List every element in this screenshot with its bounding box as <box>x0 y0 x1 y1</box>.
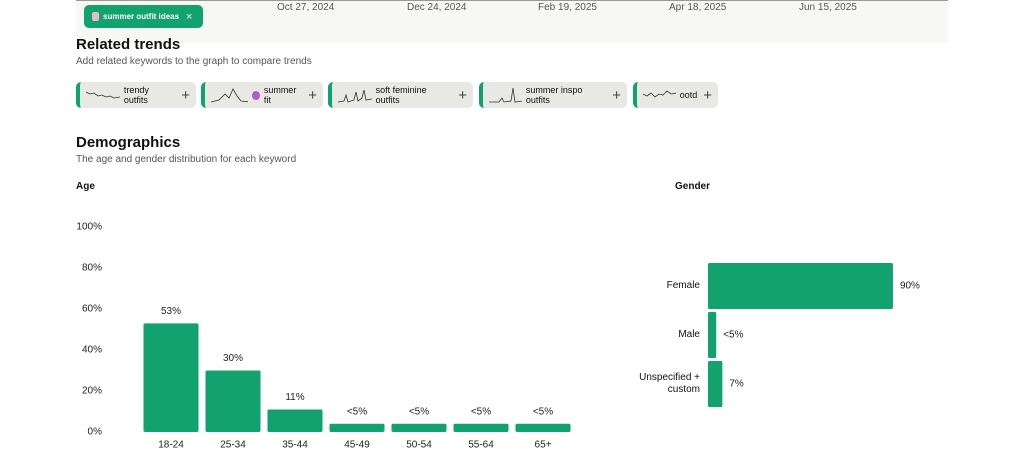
avatar <box>251 90 260 100</box>
bar <box>515 423 571 432</box>
y-tick-label: Male <box>678 329 700 340</box>
value-label: <5% <box>533 406 553 417</box>
y-tick-label: Unspecified + custom <box>639 372 700 395</box>
bar <box>708 361 723 407</box>
y-tick-label: Female <box>666 280 700 291</box>
keyword-icon <box>92 12 99 21</box>
trend-chip[interactable]: trendy outfits + <box>76 82 196 108</box>
chip-label: summer inspo outfits <box>525 85 583 105</box>
timeline-date: Feb 19, 2025 <box>538 2 597 13</box>
add-icon[interactable]: + <box>612 86 621 104</box>
chip-label: ootd <box>679 90 698 100</box>
trend-chip[interactable]: summer inspo outfits + <box>479 82 627 108</box>
bar <box>267 409 323 432</box>
add-icon[interactable]: + <box>703 86 712 104</box>
remove-icon[interactable]: × <box>186 10 193 23</box>
x-tick-label: 55-64 <box>468 440 494 451</box>
y-tick-label: 60% <box>82 304 102 315</box>
x-tick-label: 18-24 <box>158 440 184 451</box>
y-tick-label: 0% <box>88 427 103 438</box>
bar <box>391 423 447 432</box>
value-label: 90% <box>900 281 920 292</box>
add-icon[interactable]: + <box>308 86 317 104</box>
timeline-panel <box>76 0 948 43</box>
trend-chip[interactable]: ootd + <box>633 82 718 108</box>
bar <box>329 423 385 432</box>
value-label: <5% <box>471 406 491 417</box>
sparkline <box>338 89 372 103</box>
x-tick-label: 65+ <box>535 440 552 451</box>
chart-title: Age <box>76 181 95 192</box>
trend-chip[interactable]: soft feminine outfits + <box>328 82 473 108</box>
y-tick-label: 100% <box>76 222 102 233</box>
section-title: Related trends <box>76 36 181 53</box>
chip-label: summer fit <box>263 85 297 105</box>
timeline-date: Dec 24, 2024 <box>407 2 467 13</box>
x-tick-label: 35-44 <box>282 440 308 451</box>
chip-label: trendy outfits <box>123 85 149 105</box>
keyword-label: summer outfit ideas <box>103 12 180 21</box>
sparkline <box>489 87 522 103</box>
value-label: <5% <box>347 406 367 417</box>
section-subtitle: Add related keywords to the graph to com… <box>76 56 312 67</box>
y-tick-label: 20% <box>82 386 102 397</box>
sparkline <box>86 91 120 99</box>
value-label: 53% <box>161 306 181 317</box>
bar <box>143 323 199 432</box>
keyword-chip[interactable]: summer outfit ideas × <box>84 5 203 28</box>
trend-chip[interactable]: summer fit + <box>201 82 323 108</box>
section-subtitle: The age and gender distribution for each… <box>76 154 297 165</box>
timeline-date: Jun 15, 2025 <box>799 2 857 13</box>
x-tick-label: 25-34 <box>220 440 246 451</box>
value-label: 7% <box>729 379 744 390</box>
chip-label: soft feminine outfits <box>375 85 427 105</box>
add-icon[interactable]: + <box>458 86 467 104</box>
y-tick-label: 40% <box>82 345 102 356</box>
value-label: 30% <box>223 353 243 364</box>
bar <box>708 263 893 309</box>
y-tick-label: 80% <box>82 263 102 274</box>
bar <box>453 423 509 432</box>
value-label: <5% <box>723 330 743 341</box>
sparkline <box>211 88 248 103</box>
sparkline <box>643 90 676 98</box>
value-label: 11% <box>285 392 304 403</box>
x-tick-label: 50-54 <box>406 440 432 451</box>
add-icon[interactable]: + <box>181 86 190 104</box>
x-tick-label: 45-49 <box>344 440 370 451</box>
timeline-date: Oct 27, 2024 <box>277 2 335 13</box>
chart-title: Gender <box>675 181 711 192</box>
timeline-date: Apr 18, 2025 <box>669 2 727 13</box>
bar <box>205 370 261 432</box>
bar <box>708 312 717 358</box>
value-label: <5% <box>409 406 429 417</box>
section-title: Demographics <box>76 134 181 151</box>
